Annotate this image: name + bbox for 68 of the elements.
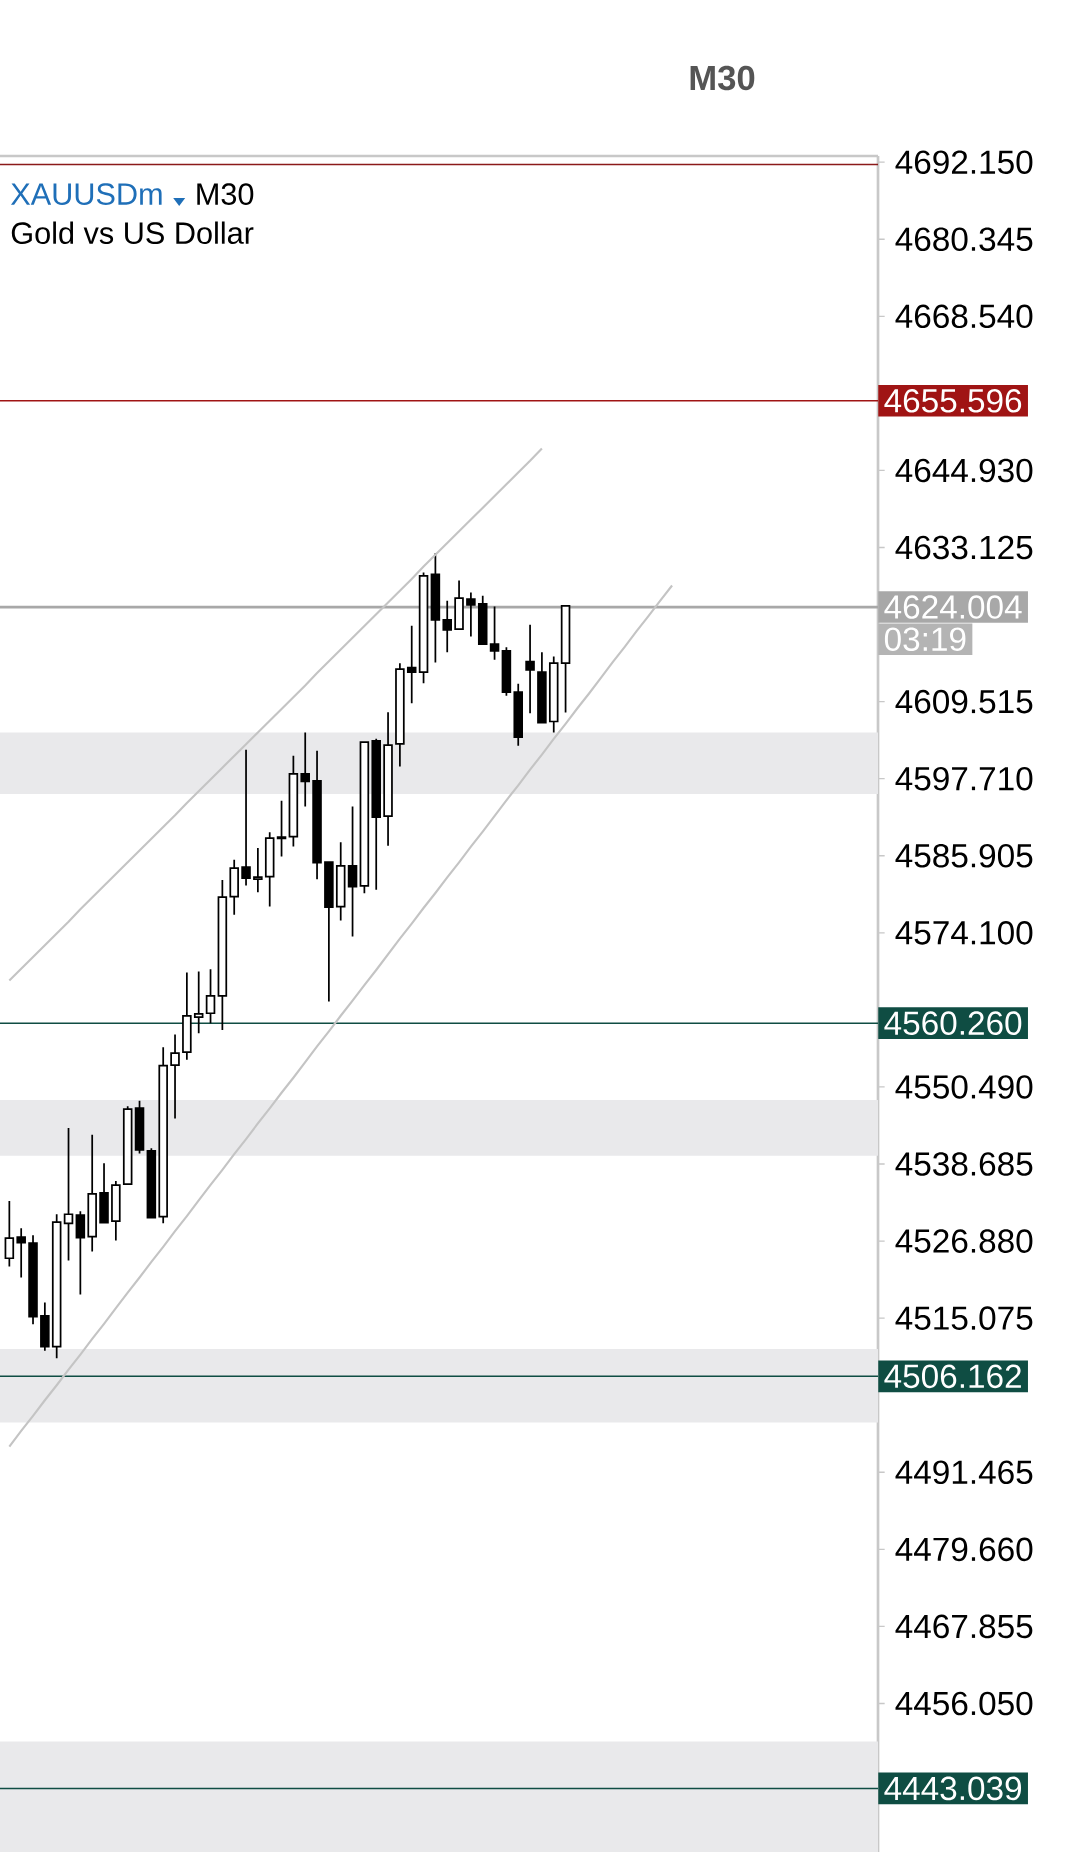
candlestick	[537, 651, 547, 724]
candlestick	[406, 625, 417, 705]
candlestick	[99, 1162, 109, 1224]
candlestick	[193, 970, 204, 1035]
candlestick	[395, 662, 405, 768]
annotation: M30	[197, 183, 254, 205]
y-tick-label: 4491.465	[895, 1460, 1033, 1485]
y-tick-label: 4456.050	[895, 1691, 1033, 1716]
candlestick	[241, 748, 251, 887]
candlestick	[501, 646, 512, 697]
y-tick-label: 4633.125	[895, 535, 1033, 560]
candlestick	[324, 861, 334, 1003]
y-tick-label: 4467.855	[895, 1614, 1033, 1639]
candlestick	[288, 754, 299, 848]
y-tick-label: 4515.075	[895, 1306, 1033, 1330]
candlestick	[359, 741, 370, 895]
ref-line-label: 4624.004	[884, 595, 1022, 619]
candlestick	[335, 841, 346, 922]
candlestick	[300, 731, 310, 808]
candlestick	[40, 1301, 50, 1352]
y-tick-label: 4526.880	[895, 1229, 1033, 1253]
y-tick-label: 4550.490	[895, 1075, 1033, 1099]
text: Gold vs US Dollar	[11, 221, 254, 245]
y-tick-label: 4574.100	[895, 921, 1033, 945]
candlestick	[442, 600, 452, 654]
candlestick	[4, 1200, 15, 1268]
y-tick-label: 4668.540	[895, 304, 1033, 329]
y-tick-label: 4597.710	[895, 766, 1033, 791]
candlestick	[477, 594, 488, 646]
candlestick	[253, 847, 263, 894]
candlestick	[182, 971, 192, 1061]
candlestick	[312, 749, 322, 881]
y-tick-label: 4680.345	[895, 227, 1033, 252]
candlestick	[158, 1046, 168, 1225]
candlestick	[229, 858, 239, 916]
y-tick-label: 4692.150	[895, 150, 1033, 174]
candlestick	[418, 571, 429, 685]
text: 03:19	[884, 627, 966, 651]
candlestick	[134, 1099, 145, 1155]
text: M30	[690, 65, 755, 91]
ref-line-label: 4443.039	[884, 1776, 1022, 1801]
candlestick	[548, 655, 559, 734]
candlestick	[87, 1134, 97, 1253]
candlestick	[217, 879, 228, 1031]
candlestick	[122, 1105, 133, 1186]
y-tick-label: 4609.515	[895, 689, 1033, 714]
candlestick	[513, 682, 524, 747]
ref-line-label: 4655.596	[884, 389, 1022, 413]
candlestick	[264, 831, 275, 908]
y-tick-label: 4479.660	[895, 1537, 1033, 1562]
y-tick-label: 4644.930	[895, 458, 1033, 483]
candlestick	[383, 711, 393, 847]
candlestick	[111, 1180, 121, 1242]
ref-line-label: 4506.162	[884, 1364, 1021, 1389]
candlestick	[28, 1234, 38, 1326]
candlestick	[51, 1213, 62, 1360]
y-tick-label: 4538.685	[895, 1152, 1033, 1176]
candlestick	[371, 738, 381, 891]
text: XAUUSDm	[10, 183, 162, 205]
candlestick	[525, 623, 535, 715]
candlestick	[16, 1227, 26, 1279]
candlestick	[75, 1210, 86, 1296]
ref-line-label: 4560.260	[884, 1011, 1022, 1035]
candlestick	[454, 579, 464, 631]
candlestick	[170, 1033, 180, 1120]
candlestick	[146, 1147, 157, 1219]
candlestick	[466, 591, 476, 638]
y-tick-label: 4585.905	[895, 843, 1033, 868]
